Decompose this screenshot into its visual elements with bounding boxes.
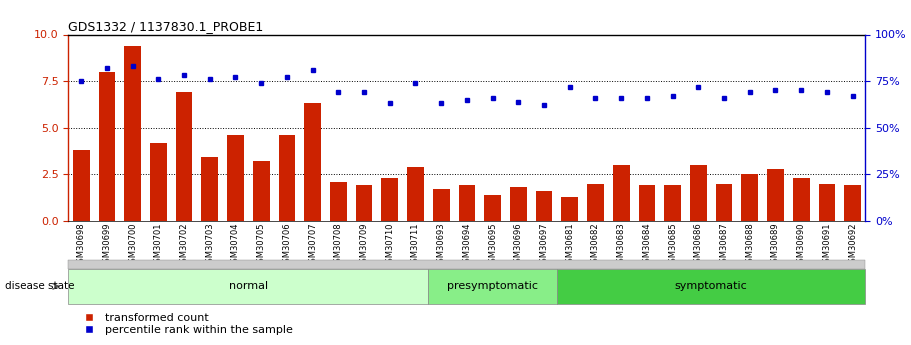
Bar (587, 184, 604, 221)
Bar (664, 185, 681, 221)
Bar (433, 189, 449, 221)
Bar (330, 182, 347, 221)
Bar (716, 184, 732, 221)
Bar (73, 150, 89, 221)
Bar (304, 104, 321, 221)
Bar (690, 165, 707, 221)
Bar (253, 161, 270, 221)
Bar (510, 187, 527, 221)
Bar (150, 142, 167, 221)
Text: symptomatic: symptomatic (675, 282, 748, 291)
Bar (818, 184, 835, 221)
Bar (355, 185, 373, 221)
Bar (458, 185, 476, 221)
Bar (279, 135, 295, 221)
Bar (201, 157, 218, 221)
Bar (124, 46, 141, 221)
Bar (844, 185, 861, 221)
Bar (176, 92, 192, 221)
Bar (767, 169, 783, 221)
Text: presymptomatic: presymptomatic (447, 282, 538, 291)
Text: disease state: disease state (5, 282, 74, 291)
Bar (407, 167, 424, 221)
Bar (613, 165, 630, 221)
Bar (793, 178, 810, 221)
Bar (561, 197, 578, 221)
Bar (742, 174, 758, 221)
Bar (536, 191, 552, 221)
Text: normal: normal (229, 282, 268, 291)
Bar (98, 72, 116, 221)
Bar (382, 178, 398, 221)
Legend: transformed count, percentile rank within the sample: transformed count, percentile rank withi… (74, 308, 297, 339)
Bar (639, 185, 655, 221)
Bar (227, 135, 244, 221)
Text: GDS1332 / 1137830.1_PROBE1: GDS1332 / 1137830.1_PROBE1 (68, 20, 263, 33)
Bar (485, 195, 501, 221)
